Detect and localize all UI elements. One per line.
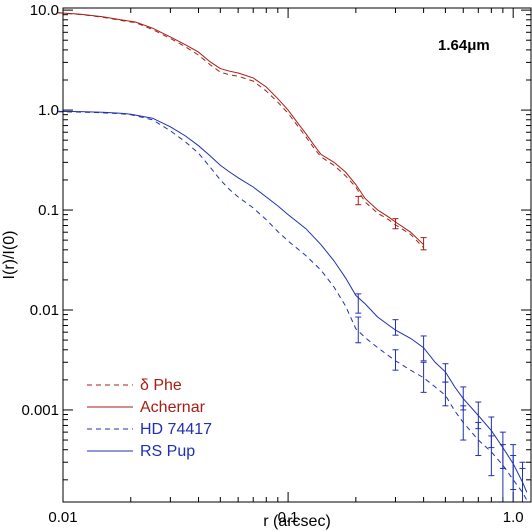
y-tick-label: 0.01 xyxy=(30,302,59,319)
error-bar xyxy=(499,431,506,469)
error-bar xyxy=(488,416,495,449)
x-tick-label: 0.1 xyxy=(278,509,299,526)
axis-ticks xyxy=(62,8,531,502)
x-axis-title: r (arcsec) xyxy=(263,513,331,530)
legend-label: HD 74417 xyxy=(140,421,212,438)
legend: δ Phe Achernar HD 74417 RS Pup xyxy=(87,377,212,460)
error-bar xyxy=(355,316,362,344)
error-bar xyxy=(392,349,399,371)
legend-label: RS Pup xyxy=(140,443,195,460)
error-bar xyxy=(355,195,362,206)
plot-frame xyxy=(62,7,532,503)
error-bar xyxy=(510,444,517,491)
series-line--phe xyxy=(57,12,424,249)
x-tick-labels: 0.01 0.1 1.0 xyxy=(48,509,523,526)
y-tick-labels: 10.0 1.0 0.1 0.01 0.001 xyxy=(21,2,59,419)
error-bar xyxy=(442,363,449,383)
y-tick-label: 0.1 xyxy=(38,202,59,219)
error-bar xyxy=(392,218,399,230)
y-tick-label: 1.0 xyxy=(38,102,59,119)
x-tick-label: 1.0 xyxy=(503,509,524,526)
y-tick-label: 10.0 xyxy=(30,2,59,19)
error-bar xyxy=(420,335,427,362)
error-bar xyxy=(355,293,362,314)
error-bar xyxy=(475,401,482,430)
error-bar xyxy=(420,237,427,251)
y-axis-title: I(r)/I(0) xyxy=(1,231,18,280)
legend-label: δ Phe xyxy=(140,377,182,394)
series-line-achernar xyxy=(57,12,424,246)
error-bar xyxy=(460,386,467,411)
x-tick-label: 0.01 xyxy=(48,509,77,526)
legend-label: Achernar xyxy=(140,399,206,416)
error-bar xyxy=(420,361,427,393)
y-tick-label: 0.001 xyxy=(21,402,59,419)
error-bar xyxy=(392,319,399,336)
wavelength-annotation: 1.64μm xyxy=(438,37,490,54)
